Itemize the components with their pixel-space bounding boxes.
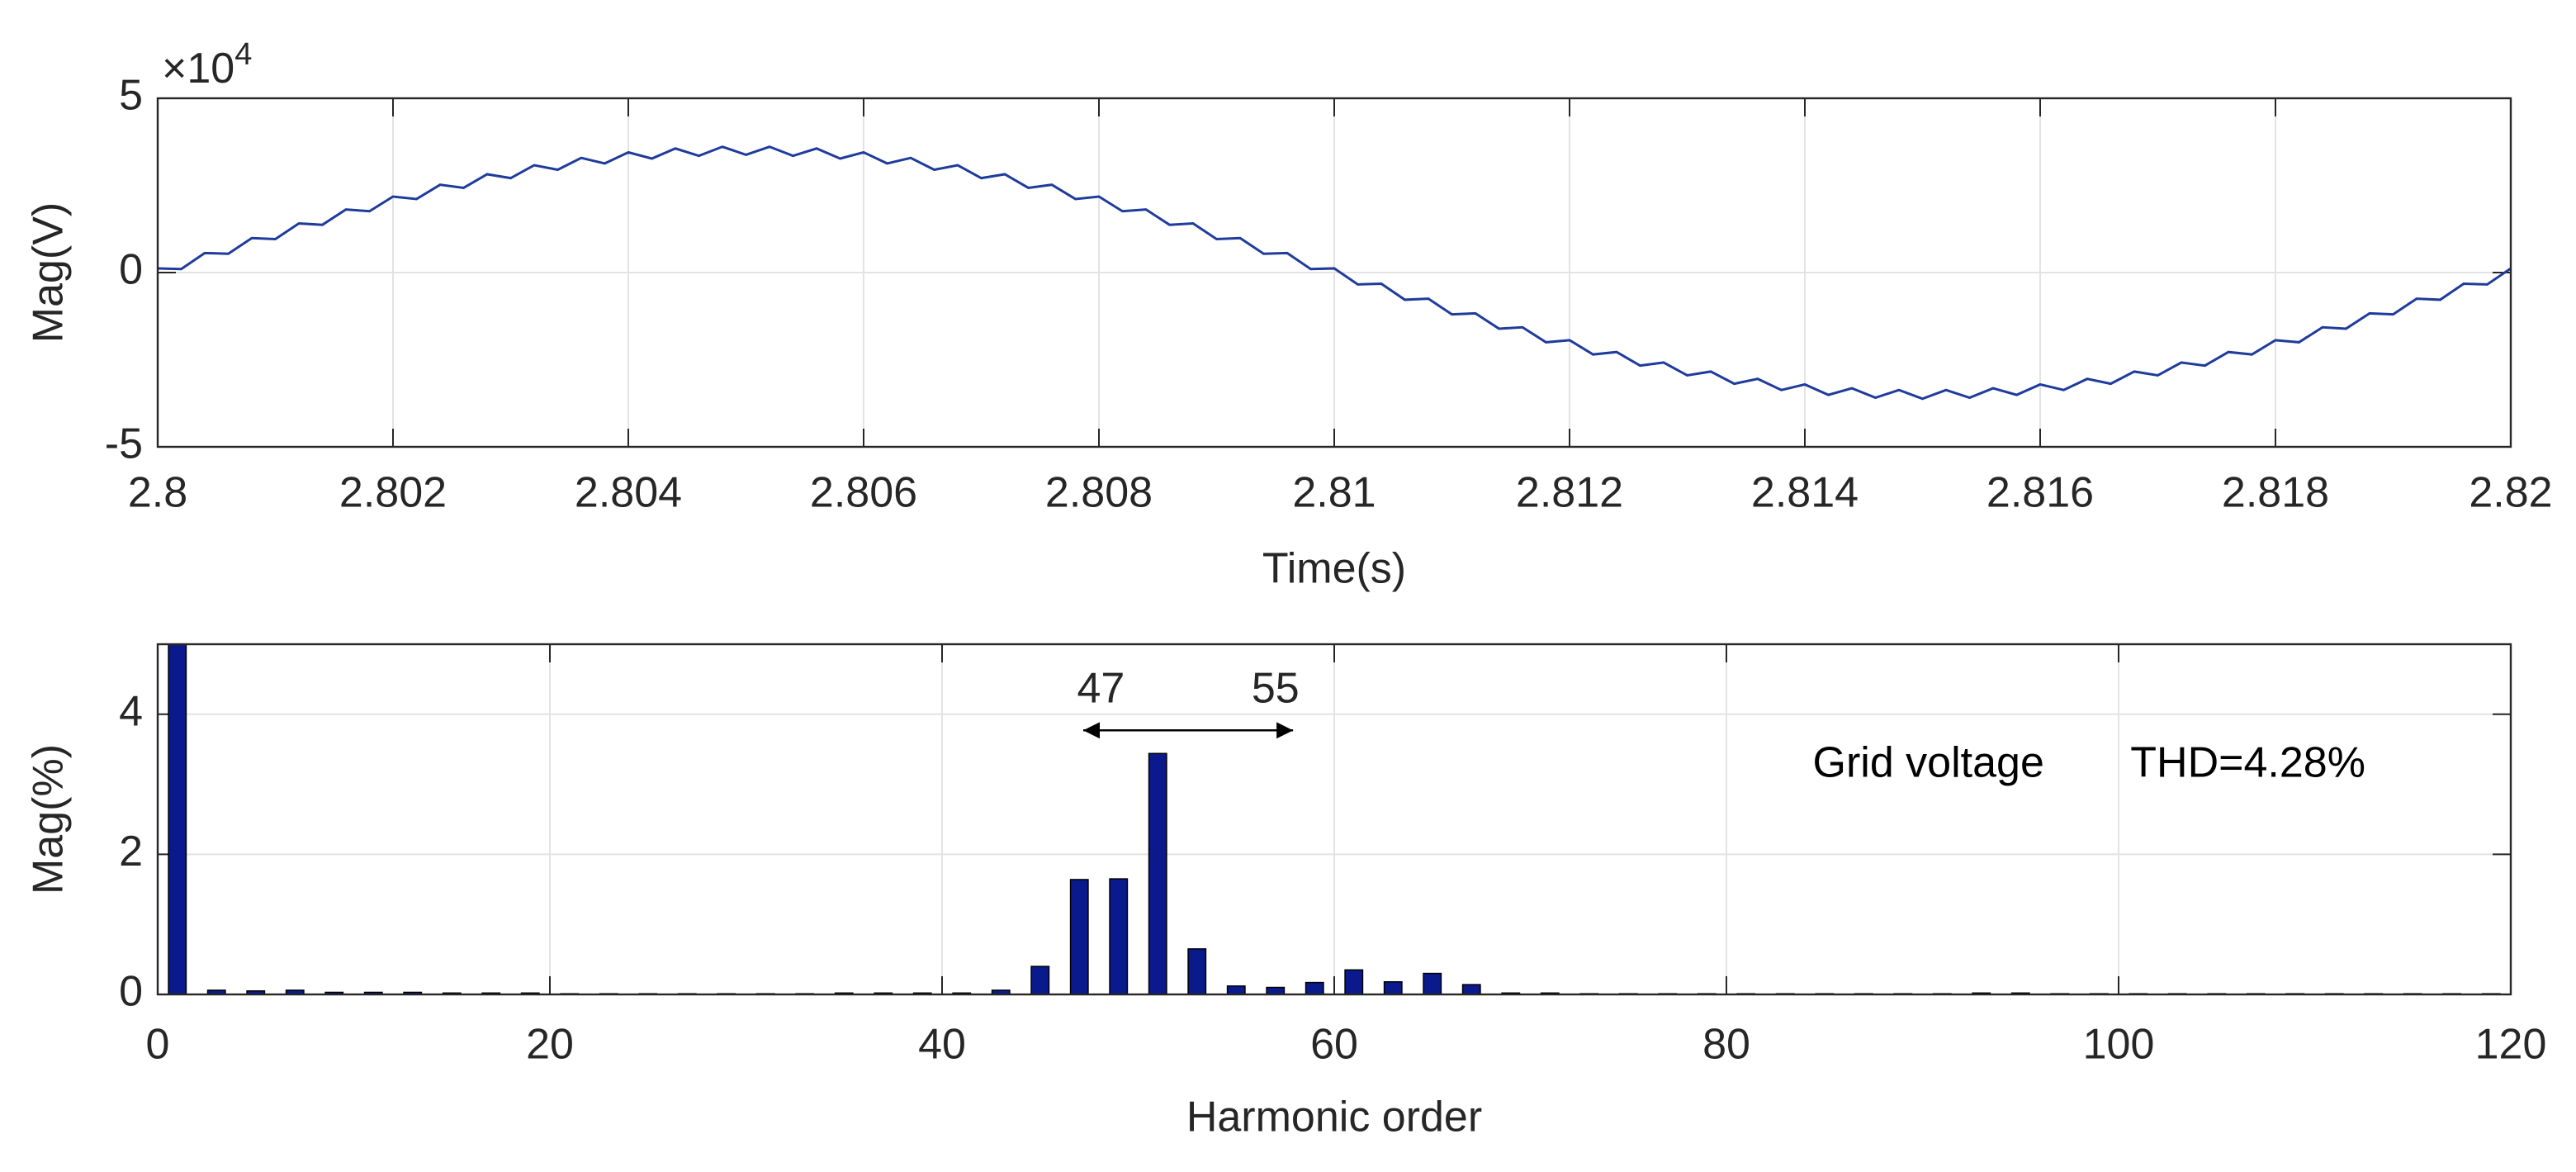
x-tick-label: 80	[1702, 1021, 1750, 1069]
x-tick-label: 2.802	[339, 469, 447, 517]
bar	[1109, 878, 1129, 994]
x-tick-label: 2.8	[128, 469, 187, 517]
x-tick-label: 40	[918, 1021, 966, 1069]
waveform	[158, 145, 2511, 401]
annotation: THD=4.28%	[2130, 738, 2365, 786]
y-axis-label: Mag(%)	[25, 744, 73, 894]
x-tick-label: 2.82	[2469, 469, 2552, 517]
x-tick-label: 2.818	[2222, 469, 2329, 517]
x-tick-label: 100	[2083, 1021, 2155, 1069]
annotation: Grid voltage	[1813, 738, 2044, 786]
x-tick-label: 120	[2475, 1021, 2547, 1069]
y-tick-label: 4	[119, 688, 143, 736]
bar	[1266, 986, 1286, 994]
bar	[1383, 980, 1403, 994]
x-tick-label: 2.804	[575, 469, 682, 517]
y-tick-label: -5	[105, 420, 143, 468]
y-tick-label: 2	[119, 828, 143, 875]
x-tick-label: 2.81	[1292, 469, 1376, 517]
data-area	[158, 145, 2511, 401]
bar	[1423, 972, 1442, 994]
axes: 2.8 2.802 2.804 2.806 2.808 2.81 2.812 2.814 2.8…	[25, 72, 2553, 593]
x-tick-label: 20	[526, 1021, 574, 1069]
x-axis-label: Time(s)	[1262, 545, 1406, 593]
x-tick-label: 2.814	[1751, 469, 1859, 517]
annotation: 47	[1077, 665, 1125, 713]
exponent-base: ×10	[162, 45, 234, 93]
x-tick-label: 2.806	[810, 469, 917, 517]
x-axis-label: Harmonic order	[1186, 1094, 1482, 1141]
y-exponent: ×104	[162, 37, 252, 93]
y-tick-label: 0	[119, 968, 143, 1016]
x-tick-label: 2.816	[1986, 469, 2094, 517]
bar	[1305, 981, 1324, 994]
bar	[1030, 966, 1050, 994]
axes-frame	[156, 97, 2512, 448]
x-tick-label: 60	[1310, 1021, 1358, 1069]
bar	[168, 644, 187, 994]
bar	[246, 990, 266, 994]
axes-frame	[156, 643, 2512, 996]
y-tick-label: 0	[119, 246, 143, 294]
bar	[1148, 752, 1167, 994]
bar	[363, 991, 383, 994]
bar	[1069, 879, 1089, 994]
bar	[324, 991, 344, 994]
y-axis-label: Mag(V)	[25, 202, 73, 343]
bar	[1226, 985, 1246, 994]
exponent-power: 4	[234, 37, 252, 72]
bar	[1187, 948, 1207, 994]
bar	[1461, 984, 1481, 994]
bar	[1344, 969, 1364, 994]
x-tick-label: 2.812	[1516, 469, 1623, 517]
x-tick-label: 2.808	[1045, 469, 1153, 517]
bar	[403, 991, 423, 994]
x-tick-label: 0	[146, 1021, 170, 1069]
y-tick-label: 5	[119, 72, 143, 120]
axes: 0 20 40 60 80 100 120 0 2 4 Harmonic order Mag(%) 47…	[25, 643, 2547, 1141]
annotation: 55	[1252, 665, 1300, 713]
